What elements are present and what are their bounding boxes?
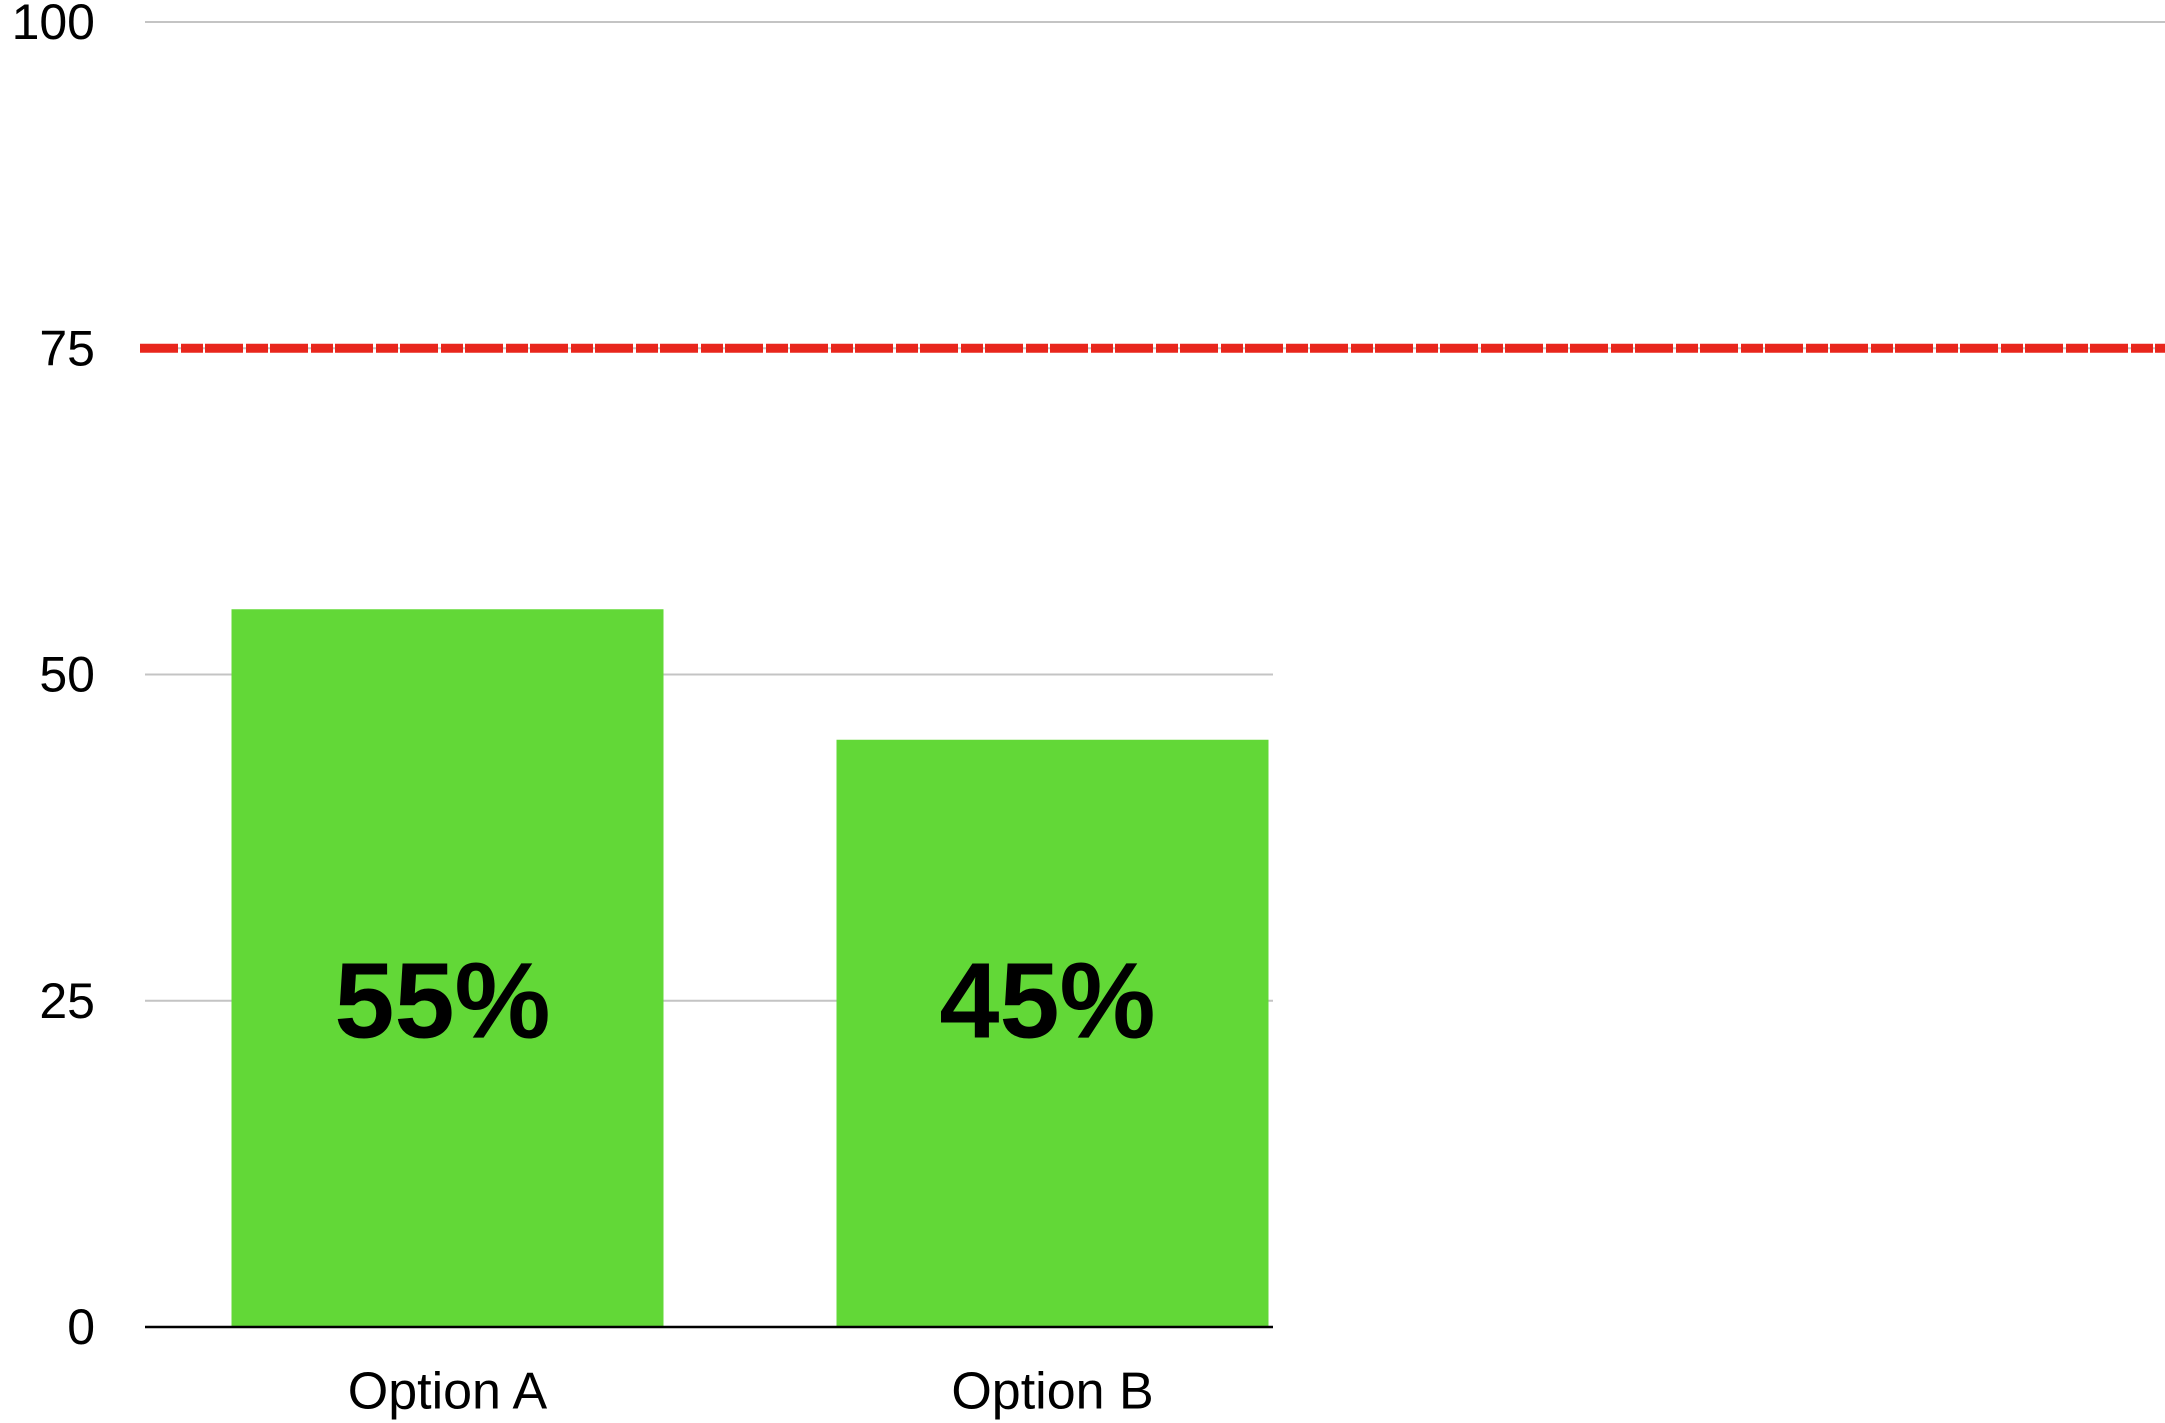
y-tick-label: 0 [67, 1299, 95, 1355]
bar [231, 609, 664, 1327]
value-label: 45% [939, 939, 1155, 1060]
x-tick-label: Option A [348, 1363, 548, 1421]
y-tick-label: 75 [39, 320, 95, 376]
bar [836, 739, 1269, 1327]
x-tick-label: Option B [951, 1363, 1153, 1421]
y-tick-label: 50 [39, 647, 95, 703]
y-tick-label: 25 [39, 973, 95, 1029]
blank-area [1273, 360, 2165, 1423]
value-label: 55% [334, 939, 550, 1060]
y-tick-label: 100 [12, 0, 95, 50]
